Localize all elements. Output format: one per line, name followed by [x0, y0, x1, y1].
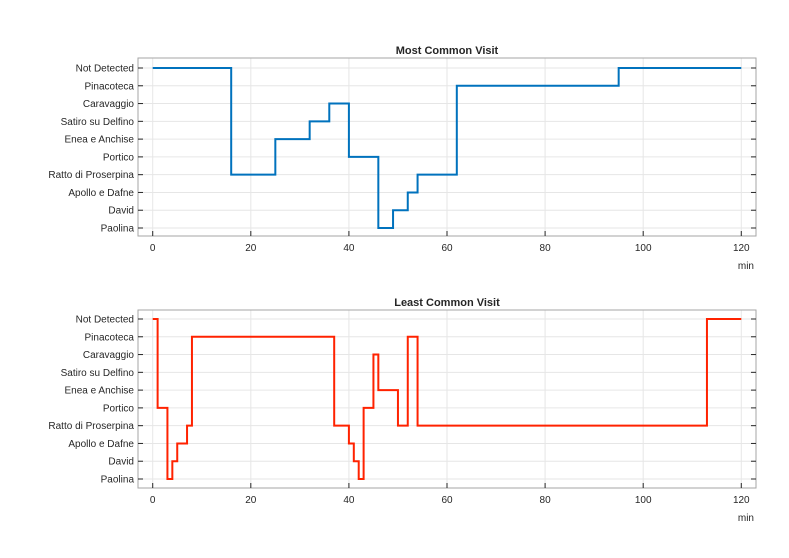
- y-tick-label: Portico: [103, 152, 135, 163]
- y-tick-label: Satiro su Delfino: [61, 368, 135, 379]
- y-tick-label: Satiro su Delfino: [61, 117, 135, 128]
- x-tick-label: 120: [733, 495, 750, 506]
- x-tick-label: 80: [540, 243, 552, 254]
- y-tick-label: David: [108, 457, 134, 468]
- x-tick-label: 60: [441, 243, 453, 254]
- y-tick-label: Enea e Anchise: [65, 135, 135, 146]
- x-tick-label: 20: [245, 243, 257, 254]
- y-tick-label: Pinacoteca: [85, 332, 135, 343]
- x-tick-label: 120: [733, 243, 750, 254]
- y-tick-label: Enea e Anchise: [65, 386, 135, 397]
- y-tick-label: Paolina: [101, 224, 135, 235]
- x-axis-label: min: [738, 513, 754, 524]
- chart-title: Least Common Visit: [394, 297, 500, 309]
- x-tick-label: 20: [245, 495, 257, 506]
- y-tick-label: Apollo e Dafne: [68, 439, 134, 450]
- y-tick-label: Ratto di Proserpina: [48, 421, 134, 432]
- y-tick-label: Paolina: [101, 475, 135, 486]
- y-tick-label: Ratto di Proserpina: [48, 170, 134, 181]
- x-tick-label: 40: [343, 243, 355, 254]
- x-tick-label: 0: [150, 495, 156, 506]
- y-tick-label: Pinacoteca: [85, 81, 135, 92]
- x-tick-label: 40: [343, 495, 355, 506]
- x-tick-label: 80: [540, 495, 552, 506]
- y-tick-label: Not Detected: [76, 64, 134, 75]
- y-tick-label: Not Detected: [76, 315, 134, 326]
- y-tick-label: Portico: [103, 403, 135, 414]
- x-axis-label: min: [738, 261, 754, 272]
- chart-title: Most Common Visit: [396, 45, 499, 57]
- y-tick-label: Caravaggio: [83, 350, 135, 361]
- x-tick-label: 0: [150, 243, 156, 254]
- x-tick-label: 60: [441, 495, 453, 506]
- y-tick-label: Apollo e Dafne: [68, 188, 134, 199]
- x-tick-label: 100: [635, 495, 652, 506]
- x-tick-label: 100: [635, 243, 652, 254]
- series-line: [152, 67, 742, 229]
- y-tick-label: Caravaggio: [83, 99, 135, 110]
- series-line: [152, 318, 742, 480]
- y-tick-label: David: [108, 206, 134, 217]
